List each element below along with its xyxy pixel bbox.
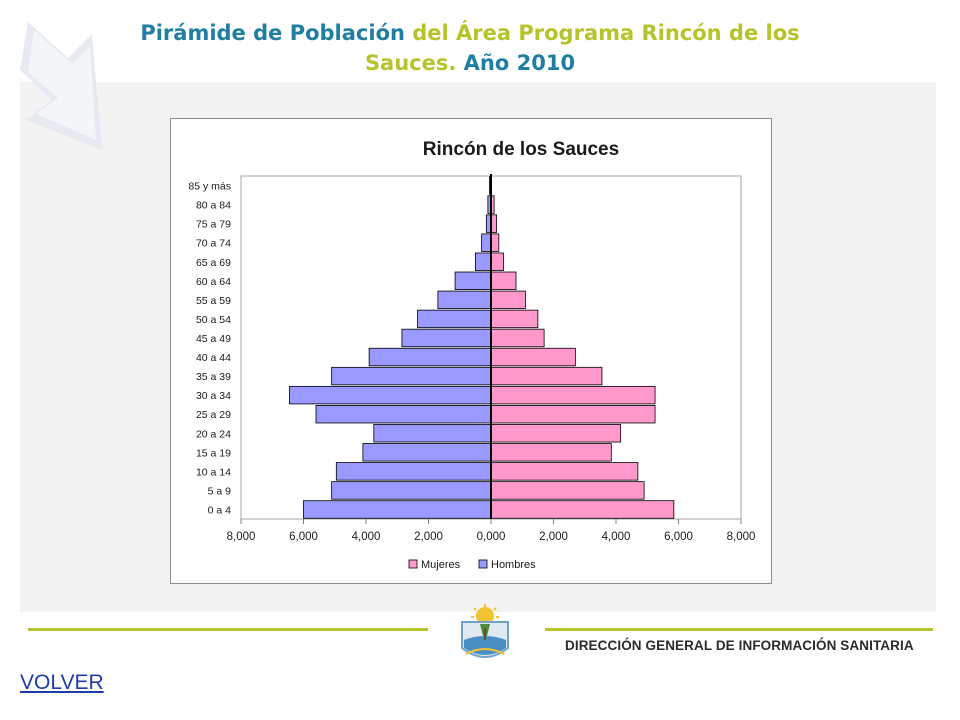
title-part-3: Sauces. xyxy=(364,51,457,75)
bar-hombres xyxy=(331,481,492,500)
y-tick-label: 30 a 34 xyxy=(196,390,231,402)
footer-divider-right xyxy=(545,628,933,631)
bar-mujeres xyxy=(490,500,675,519)
title-part-4: Año 2010 xyxy=(456,51,576,75)
y-tick-label: 5 a 9 xyxy=(208,485,232,497)
y-tick-label: 15 a 19 xyxy=(196,447,231,459)
y-tick-label: 20 a 24 xyxy=(196,428,231,440)
bar-mujeres xyxy=(490,462,639,481)
page-title: Pirámide de Población del Área Programa … xyxy=(0,18,940,78)
y-tick-label: 85 y más xyxy=(188,181,231,193)
title-part-1: Pirámide de Población xyxy=(140,21,405,45)
y-tick-label: 40 a 44 xyxy=(196,352,231,364)
y-tick-label: 75 a 79 xyxy=(196,219,231,231)
legend-label: Hombres xyxy=(491,559,536,571)
volver-link[interactable]: VOLVER xyxy=(20,671,104,694)
y-tick-label: 60 a 64 xyxy=(196,276,231,288)
bar-hombres xyxy=(289,385,492,405)
x-tick-label: 4,000 xyxy=(352,531,381,543)
legend-swatch xyxy=(408,559,418,569)
bar-mujeres xyxy=(490,366,603,386)
bar-mujeres xyxy=(490,405,656,424)
bar-mujeres xyxy=(490,290,526,310)
bar-hombres xyxy=(368,347,492,367)
bar-hombres xyxy=(331,366,492,386)
x-tick-label: 0,000 xyxy=(477,531,506,543)
population-pyramid-chart: Rincón de los Sauces 0 a 4 5 a 9 10 a 14 15… xyxy=(188,139,756,571)
y-tick-label: 45 a 49 xyxy=(196,333,231,345)
x-tick-label: 6,000 xyxy=(664,531,693,543)
bar-hombres xyxy=(303,500,492,519)
x-tick-label: 2,000 xyxy=(539,531,568,543)
bar-hombres xyxy=(474,252,492,271)
x-tick-label: 8,000 xyxy=(227,531,256,543)
x-tick-label: 2,000 xyxy=(414,531,443,543)
bar-mujeres xyxy=(490,328,545,348)
chart-container: Rincón de los Sauces 0 a 4 5 a 9 10 a 14 15… xyxy=(170,118,772,584)
bar-mujeres xyxy=(490,233,500,252)
bar-hombres xyxy=(373,424,492,443)
y-tick-label: 10 a 14 xyxy=(196,466,231,478)
province-crest-icon xyxy=(461,604,509,658)
bar-hombres xyxy=(437,290,492,310)
bar-hombres xyxy=(481,233,492,252)
bar-hombres xyxy=(417,309,492,329)
bar-mujeres xyxy=(490,309,539,329)
bar-mujeres xyxy=(490,271,517,290)
bar-mujeres xyxy=(490,424,622,443)
x-tick-label: 6,000 xyxy=(289,531,318,543)
x-tick-label: 4,000 xyxy=(602,531,631,543)
title-part-2: del Área Programa Rincón de los xyxy=(404,21,800,45)
bar-hombres xyxy=(315,405,492,424)
y-tick-label: 80 a 84 xyxy=(196,200,231,212)
x-tick-label: 8,000 xyxy=(727,531,756,543)
arrow-watermark-icon xyxy=(20,22,102,150)
org-name: DIRECCIÓN GENERAL DE INFORMACIÓN SANITAR… xyxy=(565,638,914,653)
legend-swatch xyxy=(478,559,488,569)
y-tick-label: 50 a 54 xyxy=(196,314,231,326)
bar-hombres xyxy=(362,443,492,462)
y-tick-label: 55 a 59 xyxy=(196,295,231,307)
bar-mujeres xyxy=(490,252,504,271)
y-tick-label: 70 a 74 xyxy=(196,238,231,250)
y-tick-label: 65 a 69 xyxy=(196,257,231,269)
bar-mujeres xyxy=(490,385,656,405)
legend-label: Mujeres xyxy=(421,559,461,571)
footer-divider-left xyxy=(28,628,428,631)
bar-mujeres xyxy=(490,481,645,500)
bar-hombres xyxy=(401,328,492,348)
bar-mujeres xyxy=(490,443,612,462)
y-tick-label: 35 a 39 xyxy=(196,371,231,383)
chart-title: Rincón de los Sauces xyxy=(423,139,619,160)
bar-mujeres xyxy=(490,347,576,367)
bar-hombres xyxy=(335,462,492,481)
y-tick-label: 0 a 4 xyxy=(208,504,232,516)
bar-hombres xyxy=(454,271,492,290)
y-tick-label: 25 a 29 xyxy=(196,409,231,421)
